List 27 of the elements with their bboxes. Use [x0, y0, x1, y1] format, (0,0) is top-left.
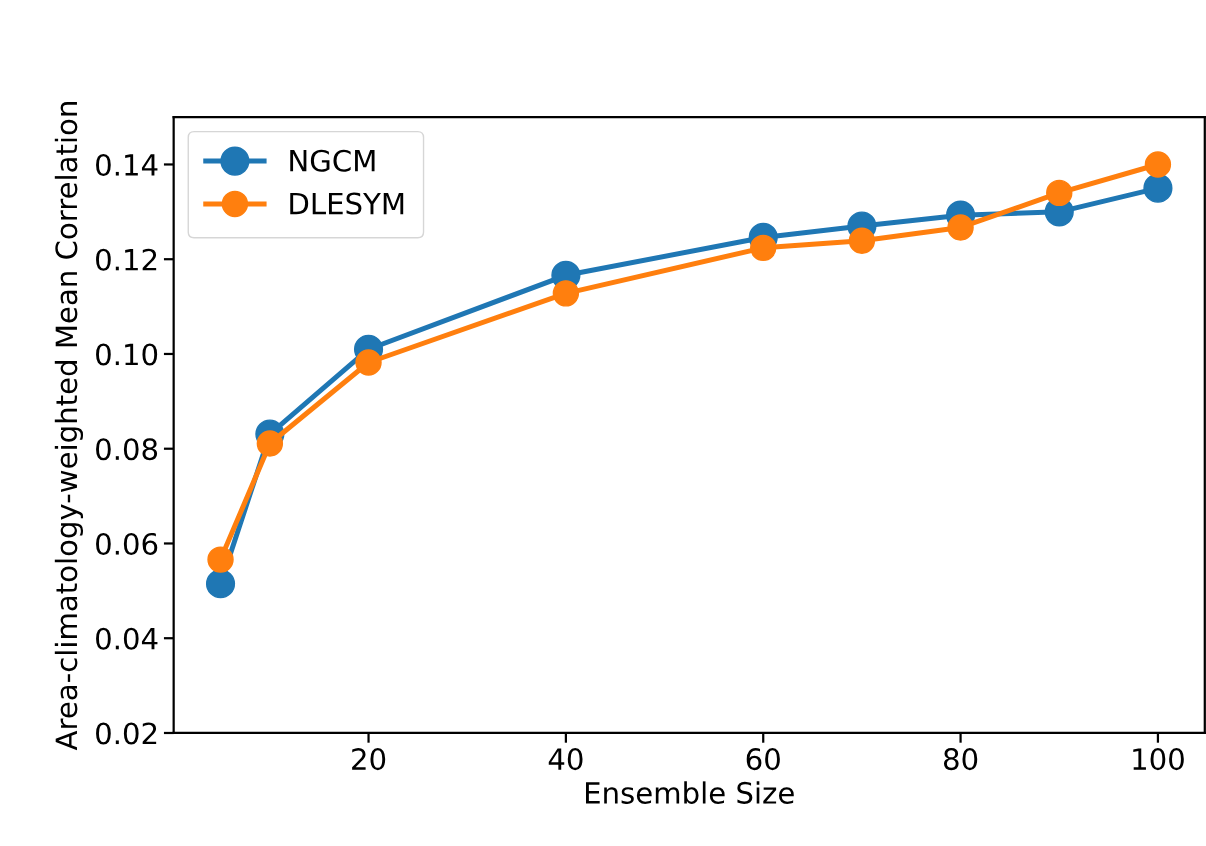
point	[750, 234, 777, 262]
point	[205, 569, 236, 599]
point	[1144, 151, 1172, 178]
point	[1046, 179, 1073, 207]
y-axis-title: Area-climatology-weighted Mean Correlation	[54, 102, 84, 751]
x-tick-label: 80	[944, 748, 978, 771]
x-tick-label: 100	[1133, 748, 1184, 771]
x-tick-label: 60	[746, 748, 780, 771]
point	[552, 280, 580, 307]
y-tick-label: 0.04	[96, 627, 158, 650]
point	[1143, 173, 1173, 203]
y-tick-label: 0.12	[96, 248, 157, 271]
y-tick-label: 0.06	[96, 532, 158, 555]
y-tick-label: 0.08	[96, 438, 158, 461]
y-tick-label: 0.02	[96, 722, 157, 745]
point	[355, 349, 382, 376]
x-tick-label: 20	[352, 748, 386, 771]
legend-label: NGCM	[290, 149, 375, 172]
y-tick-label: 0.10	[96, 343, 158, 366]
point	[256, 430, 284, 457]
x-tick-label: 40	[548, 748, 583, 771]
point	[848, 227, 876, 254]
y-tick-label: 0.14	[96, 153, 158, 176]
x-axis-title: Ensemble Size	[586, 781, 794, 804]
point	[947, 214, 974, 241]
legend-label: DLESYM	[290, 192, 404, 215]
point	[207, 546, 234, 573]
